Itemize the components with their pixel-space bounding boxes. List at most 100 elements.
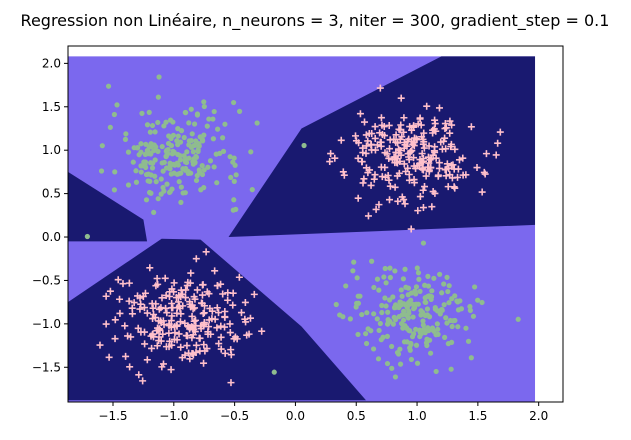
data-point xyxy=(229,301,237,309)
data-point xyxy=(162,304,170,312)
data-point xyxy=(386,297,393,303)
data-point xyxy=(231,155,237,161)
data-point xyxy=(99,143,105,149)
data-point xyxy=(184,149,190,155)
data-point xyxy=(424,163,432,171)
data-point xyxy=(167,117,174,123)
data-point xyxy=(401,200,409,208)
data-point xyxy=(383,150,391,158)
data-point xyxy=(407,345,413,351)
data-point xyxy=(125,297,133,305)
data-point xyxy=(367,181,375,189)
data-point xyxy=(356,110,364,118)
data-point xyxy=(362,142,370,150)
cluster-0-green-dot xyxy=(84,74,307,240)
data-point xyxy=(427,350,434,356)
data-point xyxy=(383,280,389,286)
data-point xyxy=(410,179,418,187)
data-point xyxy=(197,134,203,140)
x-tick-label: 1.5 xyxy=(468,409,487,423)
data-point xyxy=(139,377,147,385)
data-point xyxy=(515,316,521,322)
data-point xyxy=(418,150,426,158)
data-point xyxy=(395,125,403,133)
data-point xyxy=(206,116,212,122)
data-point xyxy=(217,322,225,330)
data-point xyxy=(211,267,219,275)
data-point xyxy=(201,99,207,105)
data-point xyxy=(377,163,385,171)
data-point xyxy=(144,122,151,128)
data-point xyxy=(377,142,385,150)
data-point xyxy=(472,284,478,290)
data-point xyxy=(382,295,388,301)
data-point xyxy=(392,268,398,274)
data-point xyxy=(363,331,369,337)
data-point xyxy=(413,326,419,332)
data-point xyxy=(122,352,130,360)
data-point xyxy=(400,128,408,136)
data-point xyxy=(367,141,375,149)
data-point xyxy=(447,317,453,324)
data-point xyxy=(385,176,393,184)
data-point xyxy=(331,154,339,162)
data-point xyxy=(422,313,428,319)
data-point xyxy=(408,126,416,134)
data-point xyxy=(227,351,235,359)
data-point xyxy=(398,133,406,141)
data-point xyxy=(406,148,414,156)
data-point xyxy=(206,304,214,312)
data-point xyxy=(405,299,412,306)
data-point xyxy=(416,115,424,123)
data-point xyxy=(106,287,114,295)
data-point xyxy=(434,321,440,327)
data-point xyxy=(337,312,343,318)
data-point xyxy=(376,84,384,92)
data-point xyxy=(166,189,173,196)
data-point xyxy=(199,322,207,330)
data-point xyxy=(371,146,379,154)
data-point xyxy=(364,137,372,145)
data-point xyxy=(352,137,360,145)
data-point xyxy=(408,356,415,363)
data-point xyxy=(374,276,381,282)
data-point xyxy=(390,135,398,143)
data-point xyxy=(102,320,110,328)
data-point xyxy=(186,355,194,363)
data-point xyxy=(386,182,394,190)
data-point xyxy=(177,343,185,351)
data-point xyxy=(215,126,221,132)
data-point xyxy=(196,143,202,149)
data-point xyxy=(407,225,415,233)
data-point xyxy=(363,340,370,347)
data-point xyxy=(437,138,445,146)
data-point xyxy=(182,109,188,116)
data-point xyxy=(143,309,151,317)
data-point xyxy=(371,171,379,179)
data-point xyxy=(481,170,489,178)
data-point xyxy=(141,289,149,297)
data-point xyxy=(134,145,141,151)
data-point xyxy=(400,114,408,122)
data-point xyxy=(429,188,437,196)
data-point xyxy=(360,175,368,183)
data-point xyxy=(173,304,181,312)
data-point xyxy=(454,173,462,181)
data-point xyxy=(419,157,427,165)
data-point xyxy=(405,135,413,143)
data-point xyxy=(137,300,145,308)
data-point xyxy=(410,154,418,162)
data-point xyxy=(373,141,381,149)
data-point xyxy=(442,124,450,132)
data-point xyxy=(450,183,458,191)
data-point xyxy=(327,150,335,158)
data-point xyxy=(382,265,388,272)
data-point xyxy=(397,94,405,102)
data-point xyxy=(413,342,420,348)
data-point xyxy=(385,154,393,162)
data-point xyxy=(177,293,185,301)
data-point xyxy=(427,155,435,163)
data-point xyxy=(125,182,132,188)
data-point xyxy=(448,121,456,129)
data-point xyxy=(405,285,412,291)
